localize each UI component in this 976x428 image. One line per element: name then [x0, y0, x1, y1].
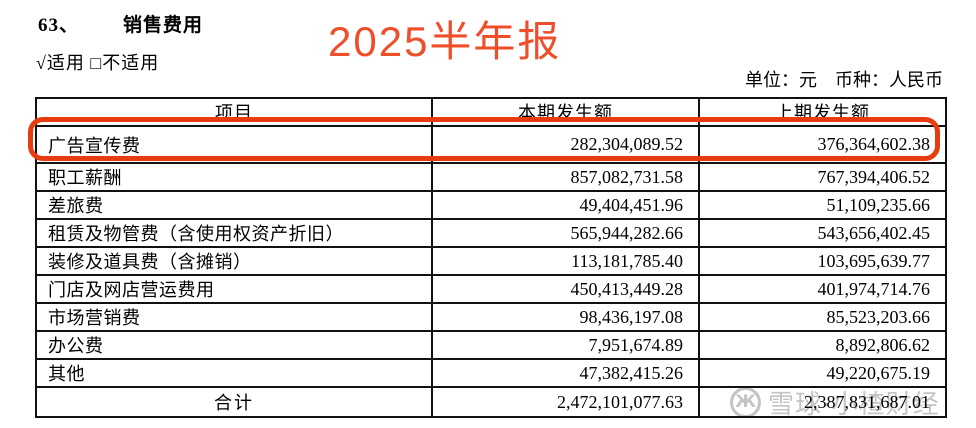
current-value: 565,944,282.66: [431, 218, 700, 248]
prior-value: 49,220,675.19: [698, 358, 947, 388]
prior-value: 8,892,806.62: [698, 330, 947, 360]
current-value: 47,382,415.26: [431, 358, 700, 388]
current-value: 98,436,197.08: [431, 302, 700, 332]
item-label: 租赁及物管费（含使用权资产折旧）: [35, 218, 433, 248]
item-label: 职工薪酬: [35, 162, 433, 192]
table-header-row: 项目 本期发生额 上期发生额: [35, 97, 947, 127]
prior-value: 51,109,235.66: [698, 190, 947, 220]
table-row-other: 其他 47,382,415.26 49,220,675.19: [35, 358, 947, 388]
expense-table: 项目 本期发生额 上期发生额 广告宣传费 282,304,089.52 376,…: [35, 97, 947, 418]
item-label: 办公费: [35, 330, 433, 360]
current-value: 450,413,449.28: [431, 274, 700, 304]
prior-value: 543,656,402.45: [698, 218, 947, 248]
table-row-store-operation: 门店及网店营运费用 450,413,449.28 401,974,714.76: [35, 274, 947, 304]
item-label: 广告宣传费: [35, 125, 433, 164]
prior-value: 401,974,714.76: [698, 274, 947, 304]
unit-currency-note: 单位：元 币种：人民币: [745, 70, 943, 90]
total-label: 合计: [35, 386, 433, 418]
header-item: 项目: [35, 97, 433, 127]
prior-value: 376,364,602.38: [698, 125, 947, 164]
current-value: 857,082,731.58: [431, 162, 700, 192]
applicability-line: √适用 □不适用: [36, 53, 160, 73]
table-row-marketing: 市场营销费 98,436,197.08 85,523,203.66: [35, 302, 947, 332]
header-prior-period: 上期发生额: [698, 97, 947, 127]
current-value: 113,181,785.40: [431, 246, 700, 276]
current-value: 282,304,089.52: [431, 125, 700, 164]
table-row-advertising: 广告宣传费 282,304,089.52 376,364,602.38: [35, 125, 947, 164]
prior-value: 103,695,639.77: [698, 246, 947, 276]
table-row-payroll: 职工薪酬 857,082,731.58 767,394,406.52: [35, 162, 947, 192]
item-label: 其他: [35, 358, 433, 388]
item-label: 门店及网店营运费用: [35, 274, 433, 304]
table-row-total: 合计 2,472,101,077.63 2,387,831,687.01: [35, 386, 947, 418]
total-prior-value: 2,387,831,687.01: [698, 386, 947, 418]
item-label: 装修及道具费（含摊销）: [35, 246, 433, 276]
table-row-travel: 差旅费 49,404,451.96 51,109,235.66: [35, 190, 947, 220]
section-heading: 63、 销售费用: [38, 10, 203, 37]
current-value: 7,951,674.89: [431, 330, 700, 360]
item-label: 市场营销费: [35, 302, 433, 332]
current-value: 49,404,451.96: [431, 190, 700, 220]
item-label: 差旅费: [35, 190, 433, 220]
table-row-office: 办公费 7,951,674.89 8,892,806.62: [35, 330, 947, 360]
section-number: 63、: [38, 15, 80, 36]
total-current-value: 2,472,101,077.63: [431, 386, 700, 418]
prior-value: 85,523,203.66: [698, 302, 947, 332]
annotation-2025-half-year: 2025半年报: [328, 18, 562, 65]
section-title: 销售费用: [123, 15, 204, 36]
prior-value: 767,394,406.52: [698, 162, 947, 192]
table-row-decoration: 装修及道具费（含摊销） 113,181,785.40 103,695,639.7…: [35, 246, 947, 276]
header-current-period: 本期发生额: [431, 97, 700, 127]
table-row-rent-property: 租赁及物管费（含使用权资产折旧） 565,944,282.66 543,656,…: [35, 218, 947, 248]
